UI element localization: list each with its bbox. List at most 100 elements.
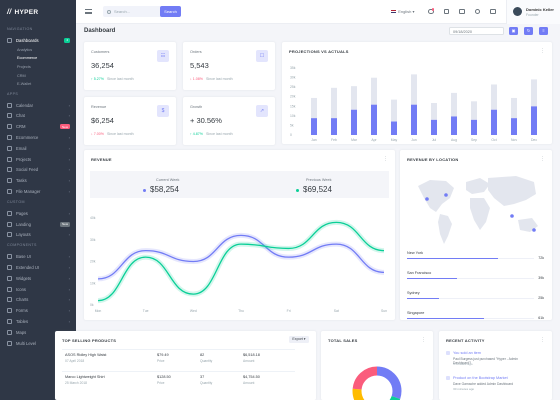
search-button[interactable]: Search bbox=[160, 6, 181, 17]
more-vertical-icon[interactable]: ⋮ bbox=[540, 156, 545, 162]
sidebar-item-crm[interactable]: CRM New bbox=[0, 121, 76, 132]
card-title: TOP SELLING PRODUCTS bbox=[62, 338, 117, 343]
sidebar-item-icons[interactable]: Icons › bbox=[0, 284, 76, 295]
sidebar-item-landing[interactable]: Landing New bbox=[0, 219, 76, 230]
activity-desc: Dave Gamache added Admin Dashboard bbox=[453, 382, 514, 386]
more-vertical-icon[interactable]: ⋮ bbox=[421, 337, 426, 343]
menu-item-icon bbox=[7, 135, 12, 141]
x-tick-label: Apr bbox=[371, 138, 377, 142]
more-vertical-icon[interactable]: ⋮ bbox=[540, 48, 545, 54]
stat-change-value: ↓ 1.08% bbox=[190, 77, 203, 81]
sidebar-item-chat[interactable]: Chat › bbox=[0, 111, 76, 122]
sidebar-item-ecommerce[interactable]: Ecommerce › bbox=[0, 132, 76, 143]
current-week-dot bbox=[143, 189, 146, 192]
sidebar-item-label: Tasks bbox=[16, 178, 27, 184]
location-value: 72k bbox=[538, 256, 544, 260]
sidebar-item-file-manager[interactable]: File Manager › bbox=[0, 186, 76, 197]
brand-logo[interactable]: //HYPER bbox=[7, 8, 39, 16]
sidebar-sub-ecommerce[interactable]: Ecommerce bbox=[17, 56, 38, 61]
refresh-icon: ↻ bbox=[526, 28, 531, 33]
projections-chart: 0 5k 10k 15k 20k 25k 30k 35k Jan Feb Mar Apr May Jun J… bbox=[290, 66, 537, 142]
sidebar-item-email[interactable]: Email › bbox=[0, 143, 76, 154]
menu-item-icon bbox=[7, 265, 12, 271]
bar-projection bbox=[351, 86, 357, 110]
sidebar-item-projects[interactable]: Projects › bbox=[0, 154, 76, 165]
sidebar-item-forms[interactable]: Forms › bbox=[0, 305, 76, 316]
cell-label: Price bbox=[157, 381, 165, 385]
sidebar-item-label: Icons bbox=[16, 286, 27, 292]
sidebar-item-charts[interactable]: Charts › bbox=[0, 295, 76, 306]
activity-title[interactable]: Product on the Bootstrap Market bbox=[453, 376, 508, 380]
user-menu[interactable]: Dominic Keller Founder bbox=[505, 0, 560, 24]
y-tick-label: 30k bbox=[90, 238, 96, 242]
activity-icon bbox=[446, 376, 450, 380]
menu-icon[interactable] bbox=[85, 9, 92, 14]
search-icon bbox=[107, 9, 111, 14]
menu-item-icon bbox=[7, 189, 12, 195]
sidebar-item-label: Layouts bbox=[16, 232, 31, 238]
fullscreen-icon[interactable] bbox=[490, 8, 496, 15]
refresh-icon-button[interactable]: ↻ bbox=[524, 27, 533, 35]
sidebar-item-dashboards[interactable]: Dashboards 4 bbox=[0, 35, 76, 46]
table-cell: $6,518.18 Amount bbox=[243, 353, 260, 363]
search-input[interactable]: Search... bbox=[114, 9, 131, 14]
current-week-value: $58,254 bbox=[150, 185, 179, 194]
location-value: 61k bbox=[538, 316, 544, 320]
language-select[interactable]: English ▾ bbox=[398, 9, 415, 14]
chevron-right-icon: › bbox=[68, 145, 70, 151]
date-picker[interactable]: 09/18/2020 bbox=[449, 27, 504, 35]
more-vertical-icon[interactable]: ⋮ bbox=[540, 337, 545, 343]
settings-icon[interactable] bbox=[459, 8, 465, 15]
x-tick-label: Nov bbox=[511, 138, 517, 142]
sidebar-item-base-ui[interactable]: Base UI › bbox=[0, 251, 76, 262]
sidebar-sub-ewallet[interactable]: E-Wallet bbox=[17, 82, 32, 87]
previous-week-label: Previous Week bbox=[306, 178, 332, 182]
sidebar-item-pages[interactable]: Pages › bbox=[0, 208, 76, 219]
chevron-right-icon: › bbox=[68, 254, 70, 260]
sidebar-item-widgets[interactable]: Widgets › bbox=[0, 273, 76, 284]
apps-grid-icon[interactable] bbox=[443, 8, 450, 15]
cell-label: Quantity bbox=[200, 381, 213, 385]
sidebar-item-calendar[interactable]: Calendar › bbox=[0, 100, 76, 111]
activity-card: RECENT ACTIVITY ⋮ You sold an item Paul B… bbox=[439, 331, 552, 400]
cell-value: 37 bbox=[200, 375, 205, 379]
map-south-america bbox=[438, 214, 452, 244]
table-row[interactable]: ASOS Ridley High Waist 07 April 2018 $79.4… bbox=[62, 349, 295, 371]
export-button[interactable]: Export ▾ bbox=[289, 336, 309, 343]
x-tick-label: Jul bbox=[432, 138, 437, 142]
sidebar-item-tables[interactable]: Tables › bbox=[0, 316, 76, 327]
sidebar-item-tasks[interactable]: Tasks › bbox=[0, 175, 76, 186]
filter-button[interactable]: ≡ bbox=[539, 27, 548, 35]
chevron-right-icon: › bbox=[68, 286, 70, 292]
sidebar-sub-projects[interactable]: Projects bbox=[17, 64, 31, 69]
sidebar-item-layouts[interactable]: Layouts › bbox=[0, 230, 76, 241]
calendar-icon: ▣ bbox=[511, 28, 516, 33]
user-role: Founder bbox=[525, 12, 539, 17]
sidebar-sub-analytics[interactable]: Analytics bbox=[17, 47, 33, 52]
sidebar-item-label: Projects bbox=[16, 156, 32, 162]
location-progress-fill bbox=[407, 318, 485, 320]
sidebar-item-social-feed[interactable]: Social Feed › bbox=[0, 165, 76, 176]
x-tick-label: Jun bbox=[411, 138, 417, 142]
cell-value: $6,518.18 bbox=[243, 353, 260, 357]
table-row[interactable]: Marco Lightweight Shirt 25 March 2018 $128… bbox=[62, 371, 295, 393]
avatar bbox=[512, 7, 522, 16]
activity-desc: Paul Burgess just purchased "Hyper - Adm… bbox=[453, 357, 518, 365]
moon-icon[interactable] bbox=[474, 8, 481, 15]
stat-change-value: ↑ 4.87% bbox=[190, 132, 203, 136]
more-vertical-icon[interactable]: ⋮ bbox=[383, 156, 388, 162]
activity-title[interactable]: You sold an item bbox=[453, 351, 481, 355]
bell-icon[interactable] bbox=[428, 8, 435, 15]
sidebar-sub-crm[interactable]: CRM bbox=[17, 73, 26, 78]
menu-item-icon bbox=[7, 319, 12, 324]
chevron-right-icon: › bbox=[68, 265, 70, 271]
stat-icon: ☷ bbox=[157, 50, 169, 62]
search-bar[interactable]: Search... Search bbox=[103, 6, 181, 17]
topbar: Search... Search English ▾ Dominic Kelle… bbox=[76, 0, 560, 24]
sidebar-item-extended-ui[interactable]: Extended UI › bbox=[0, 262, 76, 273]
donut-segment-yellow bbox=[352, 366, 402, 400]
card-title: PROJECTIONS VS ACTUALS bbox=[289, 49, 349, 54]
location-progress bbox=[407, 318, 534, 320]
refresh-button[interactable]: ▣ bbox=[509, 27, 518, 35]
bar-actual bbox=[391, 121, 397, 135]
